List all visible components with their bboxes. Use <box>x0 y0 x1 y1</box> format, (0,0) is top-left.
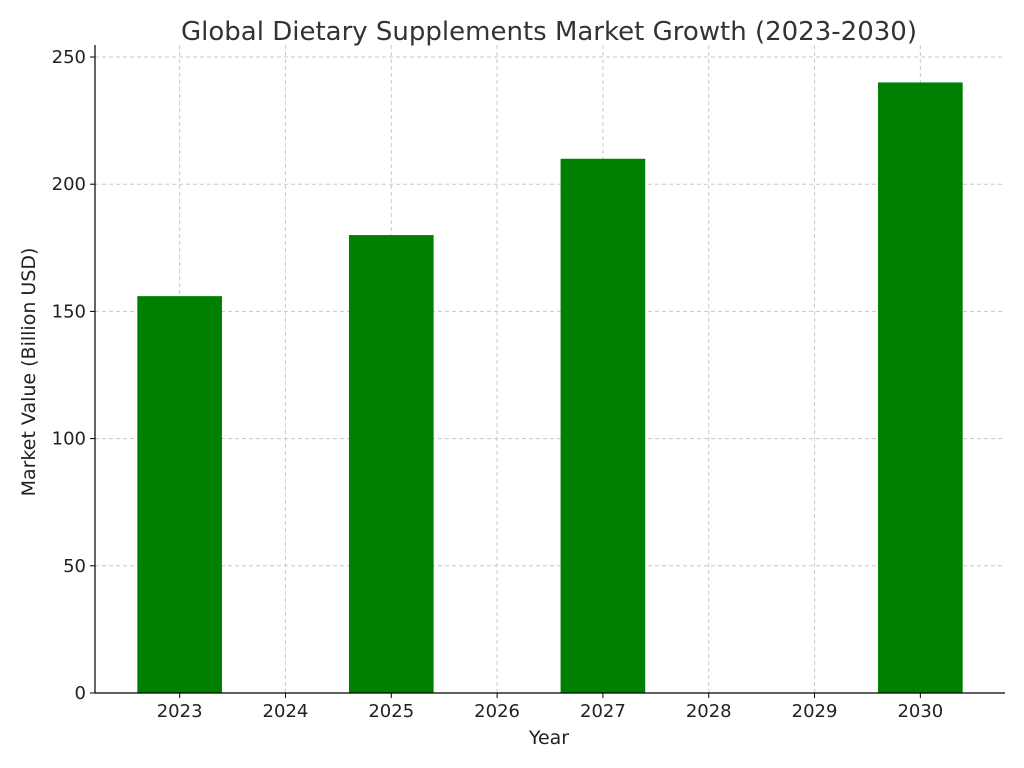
grid <box>95 45 1005 694</box>
x-tick-label: 2029 <box>792 701 838 722</box>
y-axis-label: Market Value (Billion USD) <box>18 248 40 497</box>
bar-2025 <box>348 235 434 693</box>
x-tick-label: 2024 <box>263 701 309 722</box>
tick-labels: 0 50 100 150 200 250 2023 2024 2025 2026 2027 2028 2… <box>52 47 944 722</box>
x-tick-label: 2027 <box>580 701 626 722</box>
y-tick-label: 250 <box>52 47 86 68</box>
bar-2030 <box>878 82 963 693</box>
x-tick-label: 2030 <box>897 701 943 722</box>
x-tick-label: 2025 <box>368 701 414 722</box>
axes <box>90 45 1005 698</box>
y-tick-label: 100 <box>52 429 86 450</box>
bars <box>137 82 963 693</box>
chart-title: Global Dietary Supplements Market Growth… <box>181 17 917 47</box>
x-tick-label: 2028 <box>686 701 732 722</box>
bar-2023 <box>137 296 222 693</box>
y-tick-label: 0 <box>75 683 86 704</box>
y-tick-label: 200 <box>52 174 86 195</box>
bar-2027 <box>560 158 646 693</box>
y-tick-label: 150 <box>52 301 86 322</box>
x-tick-label: 2026 <box>474 701 520 722</box>
y-tick-label: 50 <box>63 556 86 577</box>
x-tick-label: 2023 <box>157 701 203 722</box>
x-axis-label: Year <box>528 727 569 749</box>
